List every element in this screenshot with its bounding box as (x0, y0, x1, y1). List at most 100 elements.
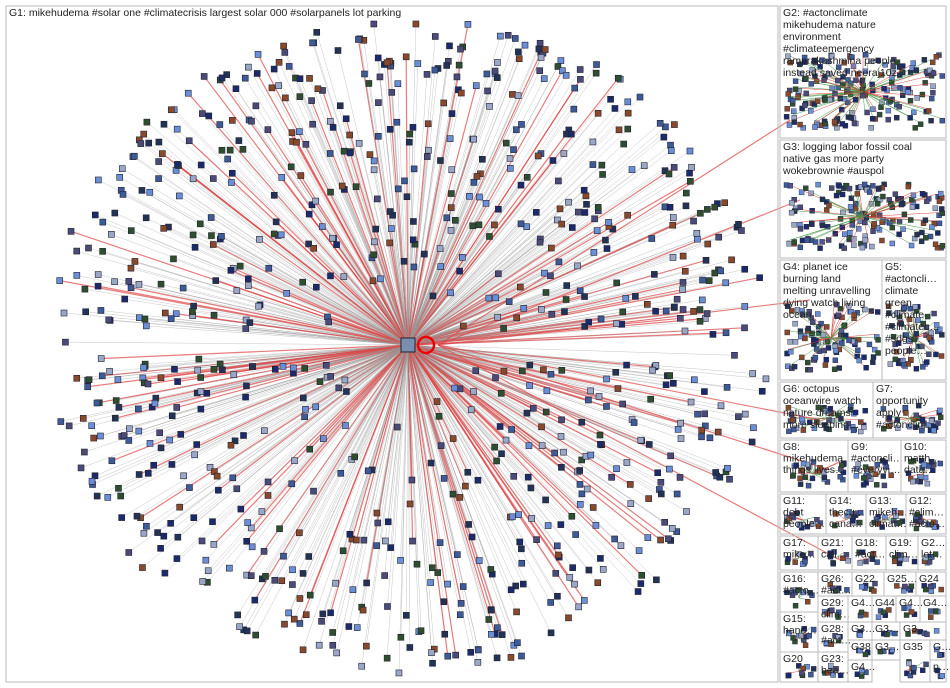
node (651, 271, 658, 278)
group-node (849, 517, 856, 524)
edge (407, 274, 655, 346)
node (726, 475, 733, 483)
edge-highlight (437, 344, 841, 561)
node (681, 327, 689, 335)
group-node (920, 320, 926, 327)
group-node (913, 412, 919, 418)
group-label: data… (904, 464, 935, 476)
group-node (921, 461, 927, 468)
node (308, 201, 316, 209)
group-node (864, 109, 870, 116)
node (437, 157, 444, 164)
node (457, 600, 465, 607)
edge (201, 344, 409, 542)
group-label: G10: (904, 441, 927, 453)
edge (407, 344, 546, 501)
edge (134, 156, 409, 346)
node (360, 536, 368, 544)
node (402, 612, 410, 619)
edge-highlight (407, 344, 661, 541)
edge (407, 344, 433, 568)
group-node (869, 116, 876, 122)
node (121, 295, 129, 303)
group-node (920, 364, 926, 370)
group-node (896, 104, 902, 110)
edge (146, 217, 409, 346)
node (551, 449, 558, 457)
node (373, 509, 381, 517)
edge (407, 344, 598, 583)
group-node (859, 244, 866, 251)
node (268, 84, 276, 92)
group-label: #sdgs (885, 333, 913, 345)
group-label: G6: octopus (783, 383, 840, 395)
node (312, 403, 319, 411)
edge (407, 344, 573, 568)
edge (407, 158, 511, 346)
group-node (886, 310, 892, 316)
edge (407, 344, 616, 373)
node (410, 165, 418, 173)
edge (288, 344, 409, 614)
group-node (810, 319, 816, 325)
edge (407, 344, 642, 584)
node (735, 413, 742, 421)
group-node (821, 77, 827, 83)
group-node (835, 77, 841, 84)
node (112, 397, 120, 404)
node (327, 609, 334, 617)
edge (407, 317, 498, 346)
node (518, 545, 525, 553)
edge (407, 173, 481, 346)
node (637, 436, 645, 444)
node (626, 481, 634, 488)
edge (322, 344, 409, 614)
edge (174, 344, 409, 370)
group-node (797, 475, 803, 481)
edge-highlight (250, 344, 409, 529)
group-node (809, 475, 816, 482)
node (758, 387, 766, 395)
node (386, 126, 394, 133)
group-node (907, 98, 914, 104)
group-edge (830, 313, 835, 339)
edge (364, 73, 409, 346)
group-node (874, 482, 880, 488)
node (630, 419, 638, 426)
group-node (790, 635, 796, 641)
edge-highlight (246, 344, 409, 542)
node (756, 274, 763, 281)
group-node (903, 332, 910, 339)
edge (407, 127, 414, 346)
group-node (837, 672, 844, 679)
node (327, 373, 334, 380)
group-node (819, 239, 825, 245)
node (548, 310, 556, 318)
group-node (807, 367, 814, 373)
node (384, 518, 392, 526)
node (381, 537, 389, 545)
group-label: #act… (821, 635, 851, 647)
node (372, 225, 380, 233)
node (585, 566, 593, 574)
node (665, 170, 673, 178)
edge (193, 344, 409, 518)
group-node (892, 630, 898, 637)
group-node (841, 231, 848, 237)
group-node (914, 231, 920, 238)
group-edge (827, 91, 864, 98)
node (141, 315, 149, 323)
node (470, 388, 477, 395)
group-node (821, 422, 828, 428)
group-node (926, 422, 932, 428)
node (190, 514, 198, 521)
group-node (881, 426, 887, 432)
node (332, 579, 339, 587)
node (280, 552, 287, 560)
node (687, 398, 695, 406)
node (506, 155, 514, 162)
group-node (802, 642, 809, 649)
edge (361, 344, 409, 667)
node (671, 303, 678, 311)
node (526, 382, 533, 389)
